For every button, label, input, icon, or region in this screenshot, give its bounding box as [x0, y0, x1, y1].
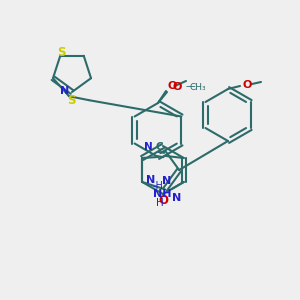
Text: S: S — [57, 46, 65, 59]
Text: O: O — [167, 81, 177, 91]
Text: C: C — [156, 142, 164, 152]
Text: —: — — [185, 81, 195, 91]
Text: H: H — [156, 198, 164, 208]
Text: CH₃: CH₃ — [190, 82, 206, 91]
Text: N: N — [144, 142, 153, 152]
Text: N: N — [146, 175, 155, 185]
Text: O: O — [172, 82, 182, 92]
Text: O: O — [242, 80, 252, 90]
Text: O: O — [158, 194, 168, 208]
Text: N: N — [60, 86, 70, 96]
Text: -H: -H — [153, 181, 164, 191]
Text: N: N — [172, 193, 182, 203]
Text: S: S — [67, 94, 75, 107]
Text: N: N — [162, 176, 172, 186]
Text: NH: NH — [152, 189, 171, 199]
